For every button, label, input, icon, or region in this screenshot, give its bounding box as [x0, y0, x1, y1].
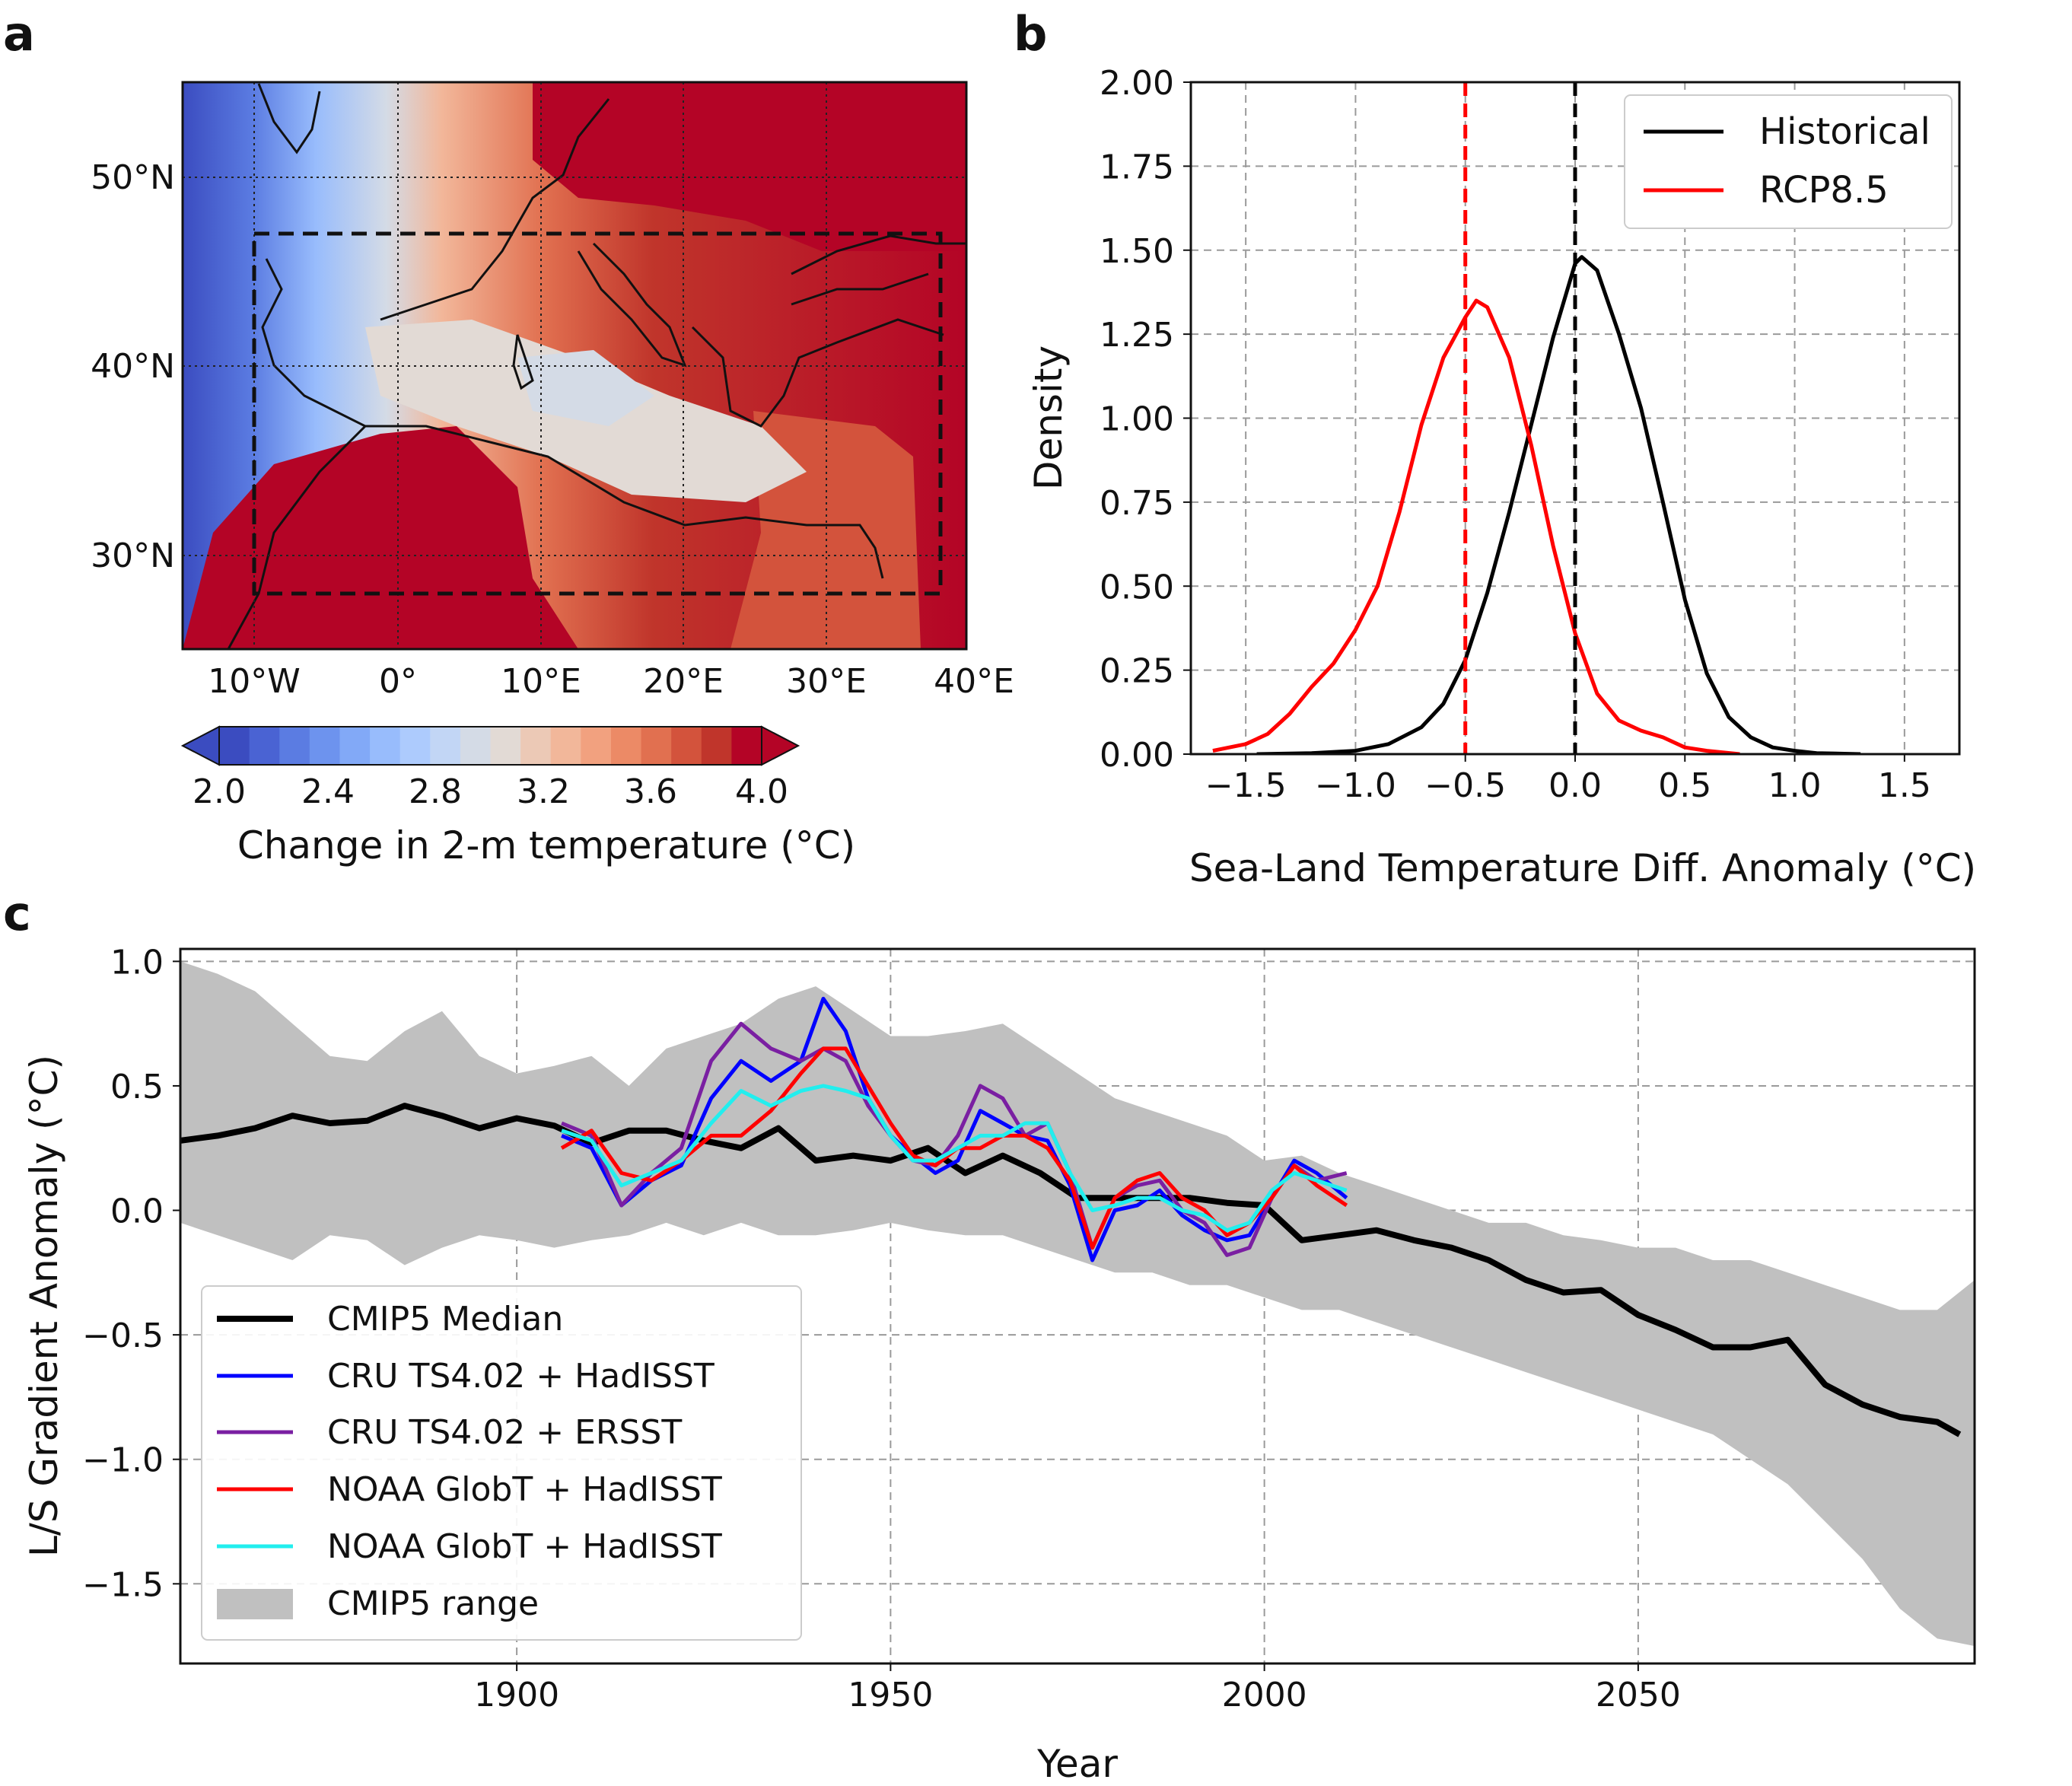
timeseries-y-tick-label: −1.0	[82, 1441, 164, 1480]
density-legend: Historical RCP8.5	[1624, 94, 1953, 229]
colorbar-cell	[520, 727, 552, 765]
lon-label-10e: 10°E	[501, 662, 581, 701]
colorbar-cell	[731, 727, 762, 765]
density-y-tick-label: 1.00	[1100, 400, 1174, 439]
density-series-historical	[1256, 255, 1861, 754]
colorbar-tick-3-2: 3.2	[517, 772, 570, 811]
density-y-tick-label: 0.50	[1100, 568, 1174, 606]
density-y-tick-label: 1.25	[1100, 316, 1174, 355]
legend-noaa-hadisst-red-label: NOAA GlobT + HadISST	[327, 1470, 722, 1509]
timeseries-series-1-cru-ts4-02-hadisst	[561, 996, 1348, 1262]
density-x-tick-label: −1.5	[1205, 766, 1287, 805]
timeseries-x-tick-label: 2000	[1222, 1676, 1307, 1714]
density-y-tick-label: 1.50	[1100, 232, 1174, 271]
panel-b-label: b	[1014, 6, 1047, 62]
legend-cru-hadisst-label: CRU TS4.02 + HadISST	[327, 1357, 715, 1396]
colorbar-tick-3-6: 3.6	[624, 772, 677, 811]
colorbar-cell	[309, 727, 340, 765]
density-series-rcp8-5	[1212, 298, 1740, 754]
legend-cmip5-median-label: CMIP5 Median	[327, 1300, 563, 1339]
lon-label-40e: 40°E	[934, 662, 1014, 701]
timeseries-legend: CMIP5 Median CRU TS4.02 + HadISST CRU TS…	[201, 1285, 802, 1641]
density-x-axis-label: Sea-Land Temperature Diff. Anomaly (°C)	[1189, 846, 1976, 890]
lon-label-0: 0°	[379, 662, 417, 701]
density-y-tick-label: 0.75	[1100, 484, 1174, 523]
colorbar-cell	[430, 727, 461, 765]
colorbar-tick-4-0: 4.0	[735, 772, 788, 811]
density-y-tick-label: 0.25	[1100, 652, 1174, 691]
timeseries-lines	[180, 961, 1975, 1647]
timeseries-ticks: 1900 1950 2000 2050 1.0 0.5 0.0 −0.5 −1.0 −1.5	[82, 943, 1681, 1714]
colorbar-max-arrow	[761, 725, 800, 766]
timeseries-y-tick-label: −0.5	[82, 1316, 164, 1355]
density-y-tick-label: 1.75	[1100, 148, 1174, 186]
timeseries-y-axis-label: L/S Gradient Anomaly (°C)	[22, 1055, 66, 1557]
colorbar-cell	[490, 727, 521, 765]
timeseries-series-4-noaa-globt-hadisst	[561, 1084, 1348, 1233]
colorbar-label: Change in 2-m temperature (°C)	[237, 823, 855, 868]
colorbar-tick-2-4: 2.4	[301, 772, 355, 811]
colorbar-cell	[610, 727, 642, 765]
colorbar-cell	[550, 727, 581, 765]
lon-label-10w: 10°W	[208, 662, 301, 701]
timeseries-x-tick-label: 2050	[1596, 1676, 1681, 1714]
panel-a: a	[3, 6, 1014, 868]
density-x-tick-label: 0.0	[1548, 766, 1602, 805]
legend-noaa-hadisst-cyan-label: NOAA GlobT + HadISST	[327, 1527, 722, 1566]
colorbar-cell	[339, 727, 371, 765]
legend-rcp85-label: RCP8.5	[1759, 169, 1889, 212]
density-curves	[1212, 82, 1861, 754]
lat-label-50n: 50°N	[91, 158, 175, 197]
lat-label-30n: 30°N	[91, 536, 175, 575]
timeseries-y-tick-label: 0.0	[110, 1192, 164, 1231]
analysis-region-box	[252, 231, 943, 596]
density-x-tick-label: −0.5	[1424, 766, 1506, 805]
colorbar-cell	[671, 727, 702, 765]
timeseries-y-tick-label: −1.5	[82, 1565, 164, 1604]
colorbar-cell	[701, 727, 732, 765]
legend-cmip5-range-swatch	[217, 1589, 293, 1619]
panel-c-label: c	[3, 886, 31, 941]
lat-label-40n: 40°N	[91, 347, 175, 386]
colorbar-cell	[370, 727, 401, 765]
panel-b: b −1.5 −1.0 −0.5 0.0 0.5 1.0 1.5 0.00 0.25 0.50 0.…	[1014, 6, 1976, 890]
density-ticks: −1.5 −1.0 −0.5 0.0 0.5 1.0 1.5 0.00 0.25 0.50 0.75…	[1100, 64, 1931, 805]
colorbar-cell	[641, 727, 672, 765]
timeseries-y-tick-label: 0.5	[110, 1068, 164, 1106]
density-y-tick-label: 2.00	[1100, 64, 1174, 103]
map-graticule	[183, 82, 966, 649]
panel-a-label: a	[3, 6, 35, 62]
density-x-tick-label: 1.5	[1878, 766, 1931, 805]
colorbar-cell	[581, 727, 612, 765]
density-y-tick-label: 0.00	[1100, 736, 1174, 775]
colorbar-cell	[279, 727, 310, 765]
panel-c: c 1900 1950 2000 20501.00.50.0−0.5−1.0−1.5 …	[3, 886, 1976, 1786]
timeseries-x-axis-label: Year	[1036, 1742, 1118, 1786]
lon-label-30e: 30°E	[786, 662, 867, 701]
density-x-tick-label: −1.0	[1315, 766, 1396, 805]
lon-label-20e: 20°E	[643, 662, 724, 701]
colorbar	[180, 725, 800, 766]
colorbar-frame	[218, 726, 762, 766]
timeseries-x-tick-label: 1950	[848, 1676, 933, 1714]
colorbar-cell	[399, 727, 431, 765]
temperature-map	[183, 82, 966, 649]
density-y-axis-label: Density	[1026, 345, 1071, 490]
colorbar-cell	[219, 727, 250, 765]
colorbar-cell	[460, 727, 491, 765]
colorbar-min-arrow	[180, 725, 220, 766]
timeseries-y-tick-label: 1.0	[110, 943, 164, 982]
colorbar-cell	[249, 727, 280, 765]
colorbar-tick-2-8: 2.8	[409, 772, 462, 811]
legend-historical-label: Historical	[1759, 110, 1930, 153]
density-x-tick-label: 0.5	[1658, 766, 1711, 805]
timeseries-series-2-cru-ts4-02-ersst	[561, 1021, 1348, 1257]
timeseries-x-tick-label: 1900	[474, 1676, 559, 1714]
legend-cmip5-range-label: CMIP5 range	[327, 1584, 539, 1623]
density-x-tick-label: 1.0	[1768, 766, 1822, 805]
legend-cru-ersst-label: CRU TS4.02 + ERSST	[327, 1413, 682, 1452]
colorbar-tick-2-0: 2.0	[193, 772, 246, 811]
